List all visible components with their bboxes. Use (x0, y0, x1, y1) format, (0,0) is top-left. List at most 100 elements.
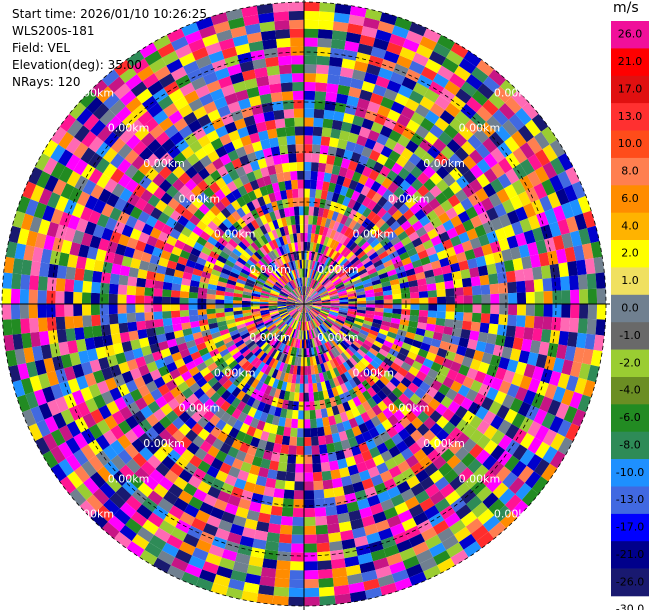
velocity-gate-922 (339, 297, 349, 301)
velocity-gate-1663 (454, 526, 472, 543)
velocity-gate-2861 (252, 315, 262, 321)
velocity-gate-3515 (207, 220, 219, 232)
velocity-gate-2446 (131, 534, 150, 550)
velocity-gate-3630 (143, 117, 159, 133)
velocity-gate-350 (348, 219, 358, 230)
velocity-gate-3876 (301, 295, 304, 304)
velocity-gate-474 (482, 76, 501, 93)
velocity-gate-2922 (17, 363, 30, 380)
velocity-gate-3164 (277, 298, 287, 302)
velocity-gate-2868 (192, 331, 203, 340)
velocity-gate-2898 (225, 318, 236, 325)
velocity-gate-3149 (109, 273, 120, 285)
velocity-gate-1947 (312, 383, 318, 393)
velocity-gate-2047 (300, 366, 304, 376)
velocity-gate-948 (567, 260, 578, 277)
velocity-gate-2885 (46, 370, 59, 387)
velocity-gate-3447 (199, 230, 211, 242)
velocity-gate-2528 (222, 379, 233, 390)
velocity-gate-1368 (363, 339, 374, 348)
velocity-gate-580 (317, 287, 326, 294)
velocity-gate-2954 (32, 345, 44, 362)
velocity-gate-1727 (412, 511, 429, 526)
velocity-gate-3267 (270, 291, 280, 296)
velocity-gate-3995 (279, 145, 289, 155)
velocity-gate-2661 (229, 347, 240, 357)
velocity-gate-1886 (333, 441, 344, 452)
velocity-gate-2976 (136, 320, 147, 331)
velocity-gate-2794 (246, 323, 256, 330)
velocity-gate-1326 (304, 304, 312, 309)
velocity-gate-3279 (168, 253, 180, 263)
velocity-gate-312 (328, 248, 336, 258)
velocity-gate-2768 (182, 354, 194, 365)
velocity-gate-950 (584, 258, 596, 275)
velocity-gate-1760 (397, 509, 413, 524)
velocity-gate-1402 (361, 342, 371, 351)
velocity-gate-3578 (247, 244, 257, 254)
velocity-gate-804 (486, 230, 499, 244)
velocity-gate-3752 (246, 201, 256, 212)
velocity-gate-2987 (39, 330, 50, 346)
colorbar-tick-label-11: -1.0 (619, 329, 640, 342)
velocity-gate-2682 (73, 449, 89, 466)
velocity-gate-4060 (297, 170, 304, 180)
velocity-gate-869 (467, 258, 478, 269)
velocity-gate-365 (415, 104, 430, 118)
velocity-gate-141 (313, 251, 318, 262)
velocity-gate-3349 (157, 231, 170, 243)
velocity-gate-2430 (215, 419, 227, 431)
velocity-gate-2229 (249, 464, 261, 476)
velocity-gate-2474 (153, 483, 169, 498)
velocity-gate-126 (337, 84, 351, 96)
velocity-gate-1100 (409, 315, 419, 323)
velocity-gate-2215 (287, 346, 293, 356)
velocity-gate-2908 (138, 337, 150, 348)
velocity-gate-3450 (177, 215, 189, 227)
velocity-gate-320 (360, 185, 371, 197)
velocity-gate-623 (383, 241, 394, 251)
velocity-gate-1977 (306, 348, 310, 358)
velocity-gate-1455 (490, 445, 506, 461)
velocity-gate-2953 (40, 344, 52, 360)
velocity-gate-3627 (161, 138, 176, 153)
velocity-gate-3274 (211, 269, 222, 277)
velocity-gate-3579 (241, 238, 251, 248)
velocity-gate-3941 (230, 26, 247, 38)
velocity-gate-4022 (293, 206, 300, 216)
velocity-gate-160 (348, 86, 362, 99)
velocity-gate-1108 (479, 322, 490, 334)
velocity-gate-3225 (43, 235, 56, 251)
velocity-gate-605 (490, 147, 506, 163)
velocity-gate-682 (319, 290, 328, 296)
velocity-gate-2559 (238, 357, 248, 367)
velocity-gate-1324 (557, 419, 572, 438)
velocity-gate-544 (304, 298, 311, 304)
velocity-gate-2772 (149, 369, 162, 381)
velocity-gate-3709 (284, 273, 291, 282)
velocity-gate-1809 (323, 362, 330, 372)
velocity-gate-1921 (327, 451, 338, 462)
velocity-gate-1506 (366, 363, 377, 374)
velocity-gate-2388 (260, 363, 269, 374)
velocity-gate-3947 (296, 268, 300, 278)
velocity-gate-3518 (186, 203, 199, 215)
velocity-gate-1500 (329, 327, 337, 336)
velocity-gate-3074 (170, 297, 180, 304)
velocity-gate-1490 (488, 460, 505, 477)
velocity-gate-3142 (171, 283, 182, 291)
velocity-gate-770 (482, 220, 495, 234)
velocity-gate-387 (366, 199, 378, 211)
velocity-gate-1870 (304, 304, 307, 313)
velocity-gate-2211 (298, 312, 302, 322)
velocity-gate-3131 (268, 298, 278, 302)
velocity-gate-3792 (227, 149, 239, 162)
velocity-gate-2716 (65, 437, 81, 454)
velocity-gate-3645 (259, 246, 268, 256)
velocity-gate-810 (536, 211, 549, 228)
velocity-gate-3698 (163, 102, 179, 118)
velocity-gate-232 (380, 59, 397, 72)
velocity-gate-3822 (249, 179, 260, 191)
velocity-gate-3987 (290, 215, 296, 225)
velocity-gate-2418 (277, 332, 285, 342)
